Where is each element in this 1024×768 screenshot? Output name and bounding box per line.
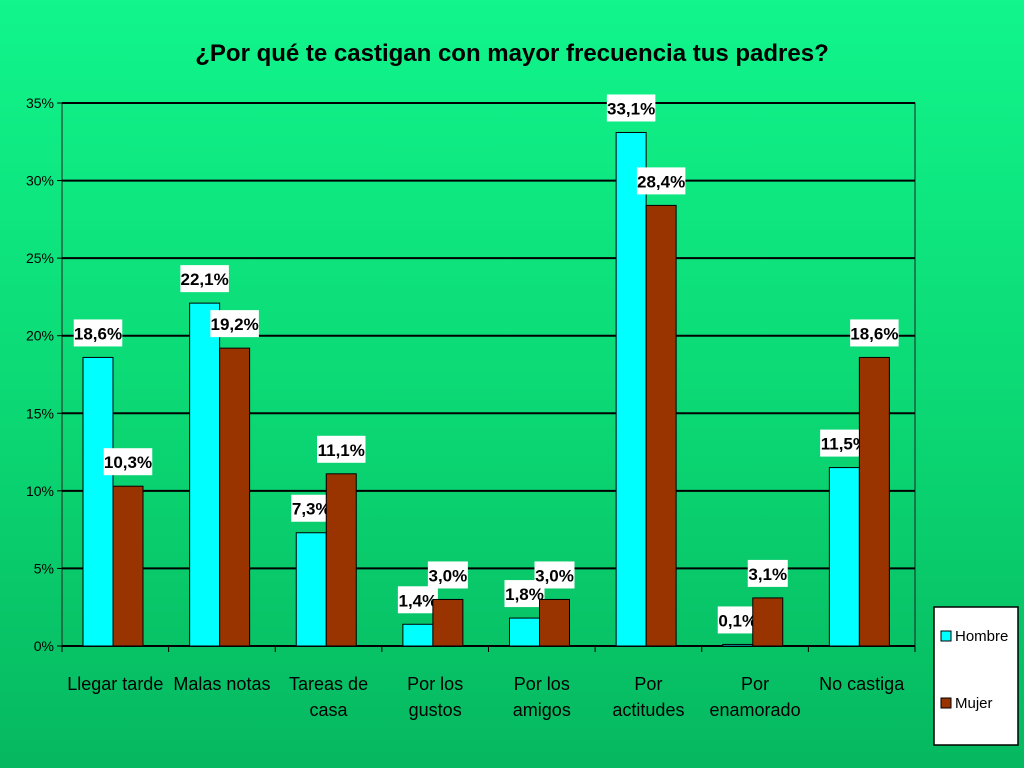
data-label-box [210,310,259,338]
bar-mujer [539,598,570,647]
data-label: 28,4% [637,172,685,191]
data-label-box [717,606,758,634]
legend-label-mujer: Mujer [955,695,993,712]
category-label: Por actitudes [612,674,684,720]
category-label: Por los amigos [513,674,571,720]
legend-box [933,606,1019,746]
y-tick-label: 15% [26,405,54,421]
data-label-box [747,559,788,587]
bar-mujer [219,347,251,647]
data-label: 10,3% [104,453,152,472]
data-label-box [317,435,366,463]
y-tick-label: 10% [26,483,54,499]
data-label: 11,5% [821,435,868,454]
category-label: Por los gustos [407,674,463,720]
data-label: 11,1% [318,441,365,460]
category-label: Malas notas [173,674,270,694]
category-label: No castiga [819,674,905,694]
y-tick-label: 30% [26,173,54,189]
legend-label-hombre: Hombre [955,628,1008,645]
bar-hombre [509,617,540,647]
category-label: Tareas de casa [289,674,368,720]
data-label-box [291,494,332,522]
data-label: 0,1% [718,611,757,630]
data-label: 18,6% [850,324,898,343]
data-label-box [427,561,468,589]
bar-mujer [645,204,677,647]
category-label: Llegar tarde [67,674,163,694]
data-label: 3,0% [535,566,574,585]
data-label: 7,3% [292,500,331,519]
data-label-box [534,561,575,589]
bar-hombre [189,302,221,647]
data-label: 1,8% [505,585,544,604]
data-label-box [73,319,123,347]
bar-hombre [402,623,434,647]
data-label: 1,4% [399,591,438,610]
bar-mujer [432,598,464,647]
data-label-box [397,586,438,614]
data-label: 19,2% [211,315,259,334]
data-label: 3,1% [748,565,787,584]
data-label: 33,1% [607,99,655,118]
data-label-box [850,319,899,347]
legend: Hombre Mujer [933,606,1019,746]
bar-hombre [828,467,860,647]
y-tick-label: 25% [26,250,54,266]
data-label: 18,6% [74,324,122,343]
category-label: Por enamorado [710,674,801,720]
data-label: 22,1% [181,270,229,289]
data-label-box [180,265,229,293]
bar-mujer [325,473,357,647]
chart-title: ¿Por qué te castigan con mayor frecuenci… [195,40,829,67]
bar-mujer [112,485,144,647]
bar-hombre [615,131,647,647]
legend-swatch-mujer [940,697,952,709]
data-label-box [636,167,686,195]
bar-hombre [82,356,114,647]
y-tick-label: 0% [34,638,54,654]
y-tick-label: 5% [34,560,54,576]
data-label-box [606,94,656,122]
bar-hombre [295,532,327,647]
y-tick-label: 20% [26,328,54,344]
data-label: 3,0% [429,566,468,585]
plot-area: 0% 5% 10% 15% 20% 25% 30% 35% Llegar tarde Malas … [26,94,916,720]
bar-mujer [752,597,784,647]
bar-mujer [858,356,890,647]
legend-swatch-hombre [940,630,952,642]
bar-hombre [722,643,754,647]
data-label-box [103,448,153,476]
y-tick-label: 35% [26,95,54,111]
